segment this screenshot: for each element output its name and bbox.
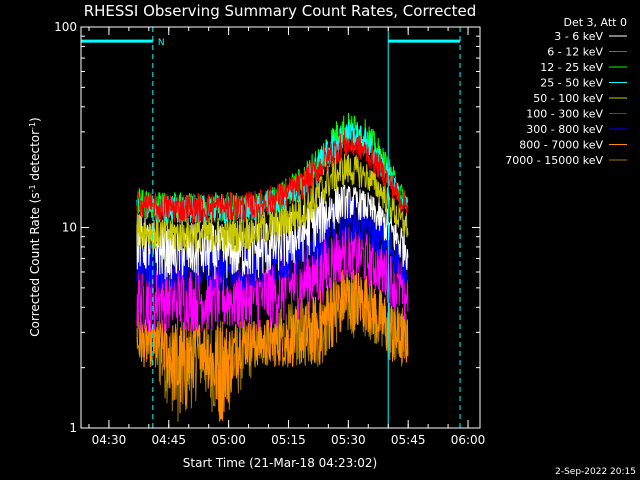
x-tick-label: 04:45 bbox=[151, 433, 186, 447]
y-tick-label: 100 bbox=[54, 20, 77, 34]
x-tick-label: 05:30 bbox=[331, 433, 366, 447]
y-axis-label-end: ) bbox=[28, 117, 42, 122]
y-axis-label-main: Corrected Count Rate (s bbox=[28, 192, 42, 336]
y-axis-label: Corrected Count Rate (s-1 detector-1) bbox=[28, 117, 43, 336]
y-axis-label-exp2: -1 bbox=[28, 122, 37, 130]
legend-item-label: 3 - 6 keV bbox=[554, 30, 603, 43]
y-tick-label: 1 bbox=[69, 421, 77, 435]
legend-header: Det 3, Att 0 bbox=[564, 16, 628, 29]
series-trace-100to300keV bbox=[136, 129, 409, 225]
legend-item-label: 300 - 800 keV bbox=[526, 123, 603, 136]
y-tick-label: 10 bbox=[62, 221, 77, 235]
x-tick-label: 06:00 bbox=[451, 433, 486, 447]
y-axis-label-exp1: -1 bbox=[28, 184, 37, 192]
x-tick-label: 05:00 bbox=[211, 433, 246, 447]
legend-item-label: 6 - 12 keV bbox=[547, 46, 603, 59]
timestamp: 2-Sep-2022 20:15 bbox=[555, 467, 636, 477]
x-tick-label: 04:30 bbox=[92, 433, 127, 447]
plot-area: N bbox=[80, 26, 481, 429]
y-axis-label-mid: detector bbox=[28, 130, 42, 185]
legend-item-label: 50 - 100 keV bbox=[533, 92, 603, 105]
x-axis-ticks: 04:30 04:45 05:00 05:15 05:30 05:45 06:00 bbox=[88, 27, 486, 447]
legend-item-label: 100 - 300 keV bbox=[526, 108, 603, 121]
attenuator-bar-label: N bbox=[158, 38, 165, 48]
x-tick-label: 05:45 bbox=[391, 433, 426, 447]
legend-item-label: 12 - 25 keV bbox=[540, 61, 603, 74]
chart-title: RHESSI Observing Summary Count Rates, Co… bbox=[84, 2, 477, 20]
series-trace-800to7000keV bbox=[136, 269, 409, 422]
legend: Det 3, Att 0 3 - 6 keV 6 - 12 keV 12 - 25 … bbox=[505, 16, 627, 167]
x-tick-label: 05:15 bbox=[271, 433, 306, 447]
legend-item-label: 25 - 50 keV bbox=[540, 77, 603, 90]
data-layer: N bbox=[81, 27, 461, 428]
legend-item-label: 7000 - 15000 keV bbox=[505, 154, 603, 167]
legend-item-label: 800 - 7000 keV bbox=[519, 139, 603, 152]
y-axis-ticks: 1 10 100 bbox=[54, 20, 480, 435]
x-axis-label: Start Time (21-Mar-18 04:23:02) bbox=[183, 456, 377, 470]
